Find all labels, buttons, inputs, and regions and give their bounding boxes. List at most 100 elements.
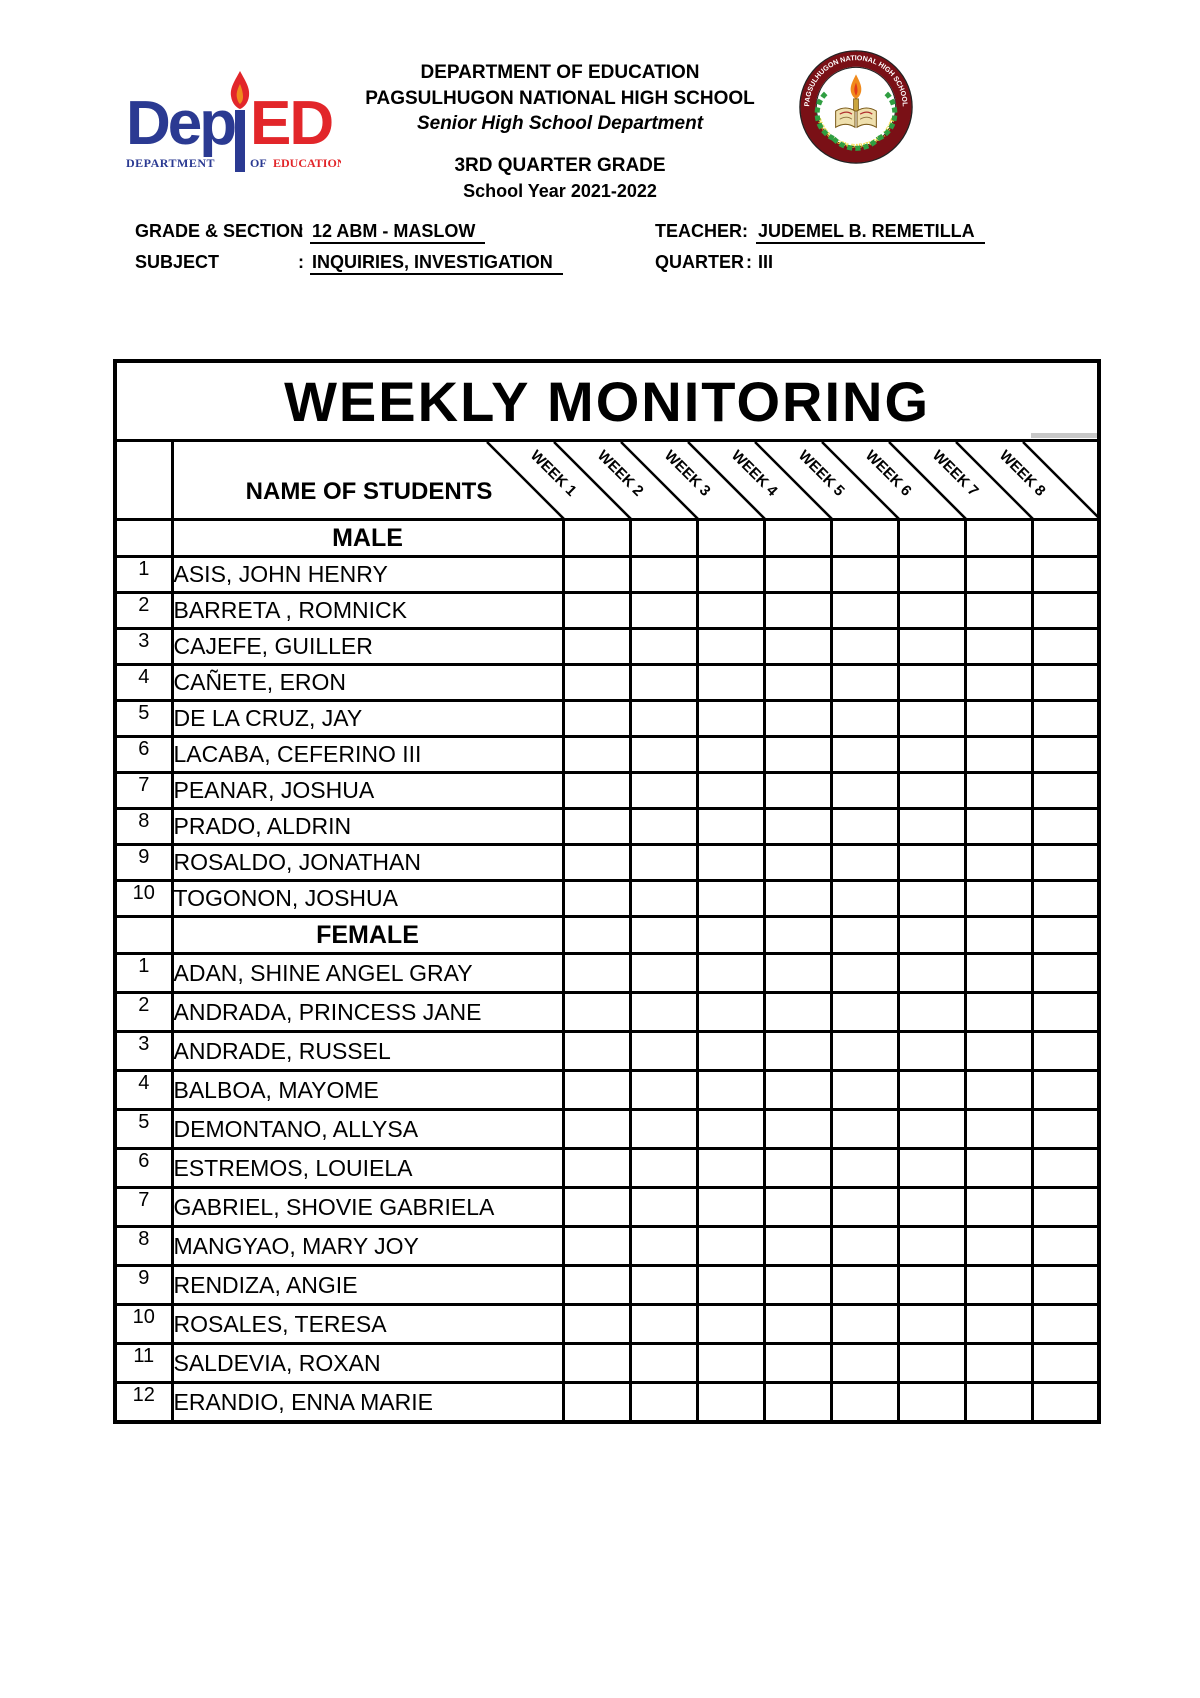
week-cell: [561, 591, 632, 630]
week-cell: [896, 1069, 967, 1111]
week-cell: [561, 952, 632, 994]
student-row: 4 BALBOA, MAYOME: [113, 1069, 1101, 1111]
student-name: ESTREMOS, LOUIELA: [170, 1147, 565, 1189]
week-cell: [829, 952, 900, 994]
week-cell: [561, 1264, 632, 1306]
student-row: 6 LACABA, CEFERINO III: [113, 735, 1101, 774]
week-cell: [1030, 663, 1101, 702]
student-row: 8 MANGYAO, MARY JOY: [113, 1225, 1101, 1267]
diagonal-header-cell: NAME OF STUDENTS WEEK 1 WEEK 2 WEEK 3 WEEK …: [170, 439, 1101, 521]
diagonal-divider: [687, 443, 764, 517]
week-cell: [628, 879, 699, 918]
week-cell: [896, 879, 967, 918]
week-cell: [762, 771, 833, 810]
week-cell: [829, 555, 900, 594]
week-cell: [762, 591, 833, 630]
week-cell: [561, 1108, 632, 1150]
week-cell: [762, 1069, 833, 1111]
diagonal-divider: [888, 443, 965, 517]
student-row: 2 BARRETA , ROMNICK: [113, 591, 1101, 630]
student-number: 11: [113, 1342, 174, 1384]
render-artifact: [1031, 433, 1097, 438]
week-cell: [561, 879, 632, 918]
week-cell: [829, 915, 900, 955]
diagonal-divider: [754, 443, 831, 517]
table-title-cell: WEEKLY MONITORING: [113, 359, 1101, 442]
student-row: 3 ANDRADE, RUSSEL: [113, 1030, 1101, 1072]
week-cell: [762, 1030, 833, 1072]
week-cell: [695, 1147, 766, 1189]
week-cell: [628, 591, 699, 630]
student-name: TOGONON, JOSHUA: [170, 879, 565, 918]
week-cell: [561, 1186, 632, 1228]
week-cell: [695, 1108, 766, 1150]
week-cell: [1030, 991, 1101, 1033]
student-number: 10: [113, 1303, 174, 1345]
week-cell: [896, 699, 967, 738]
week-cell: [1030, 1303, 1101, 1345]
week-cell: [963, 1147, 1034, 1189]
week-cell: [762, 843, 833, 882]
week-cell: [561, 771, 632, 810]
week-cell: [829, 1069, 900, 1111]
student-number: 8: [113, 807, 174, 846]
week-cell: [829, 1030, 900, 1072]
student-number: 12: [113, 1381, 174, 1424]
student-row: 7 PEANAR, JOSHUA: [113, 771, 1101, 810]
week-cell: [695, 915, 766, 955]
student-row: 6 ESTREMOS, LOUIELA: [113, 1147, 1101, 1189]
week-cell: [561, 1342, 632, 1384]
week-cell: [829, 1381, 900, 1424]
week-cell: [695, 518, 766, 558]
week-cell: [628, 843, 699, 882]
week-cell: [628, 807, 699, 846]
week-cell: [561, 555, 632, 594]
week-cell: [695, 699, 766, 738]
week-cell: [628, 735, 699, 774]
week-cell: [963, 1381, 1034, 1424]
week-cell: [963, 663, 1034, 702]
week-cell: [762, 1147, 833, 1189]
student-name: ROSALES, TERESA: [170, 1303, 565, 1345]
week-cell: [1030, 1030, 1101, 1072]
week-cell: [762, 1108, 833, 1150]
week-cell: [963, 1108, 1034, 1150]
student-name: ANDRADE, RUSSEL: [170, 1030, 565, 1072]
week-cell: [695, 1225, 766, 1267]
week-cell: [1030, 1381, 1101, 1424]
student-row: 12 ERANDIO, ENNA MARIE: [113, 1381, 1101, 1424]
week-cell: [561, 991, 632, 1033]
torch-icon: [850, 74, 862, 112]
diagonal-divider: [620, 443, 697, 517]
student-number: 9: [113, 1264, 174, 1306]
student-number: 8: [113, 1225, 174, 1267]
week-cell: [695, 627, 766, 666]
female-section-header: FEMALE: [170, 915, 565, 955]
week-cell: [762, 735, 833, 774]
diagonal-divider: [1022, 443, 1097, 517]
week-cell: [896, 1381, 967, 1424]
student-name: BALBOA, MAYOME: [170, 1069, 565, 1111]
week-cell: [1030, 699, 1101, 738]
student-number: 1: [113, 952, 174, 994]
week-cell: [829, 663, 900, 702]
week-cell: [628, 991, 699, 1033]
deped-logo-text-right: ED: [250, 89, 332, 158]
week-cell: [896, 843, 967, 882]
week-cell: [896, 627, 967, 666]
week-cell: [829, 991, 900, 1033]
week-cell: [896, 663, 967, 702]
week-cell: [628, 1342, 699, 1384]
week-cell: [829, 1264, 900, 1306]
week-cell: [1030, 952, 1101, 994]
week-cell: [896, 807, 967, 846]
student-row: 9 RENDIZA, ANGIE: [113, 1264, 1101, 1306]
student-number: 4: [113, 1069, 174, 1111]
week-cell: [1030, 627, 1101, 666]
male-section-header: MALE: [170, 518, 565, 558]
week-cell: [1030, 591, 1101, 630]
week-cell: [963, 879, 1034, 918]
week-cell: [963, 807, 1034, 846]
week-cell: [762, 699, 833, 738]
student-number: 4: [113, 663, 174, 702]
